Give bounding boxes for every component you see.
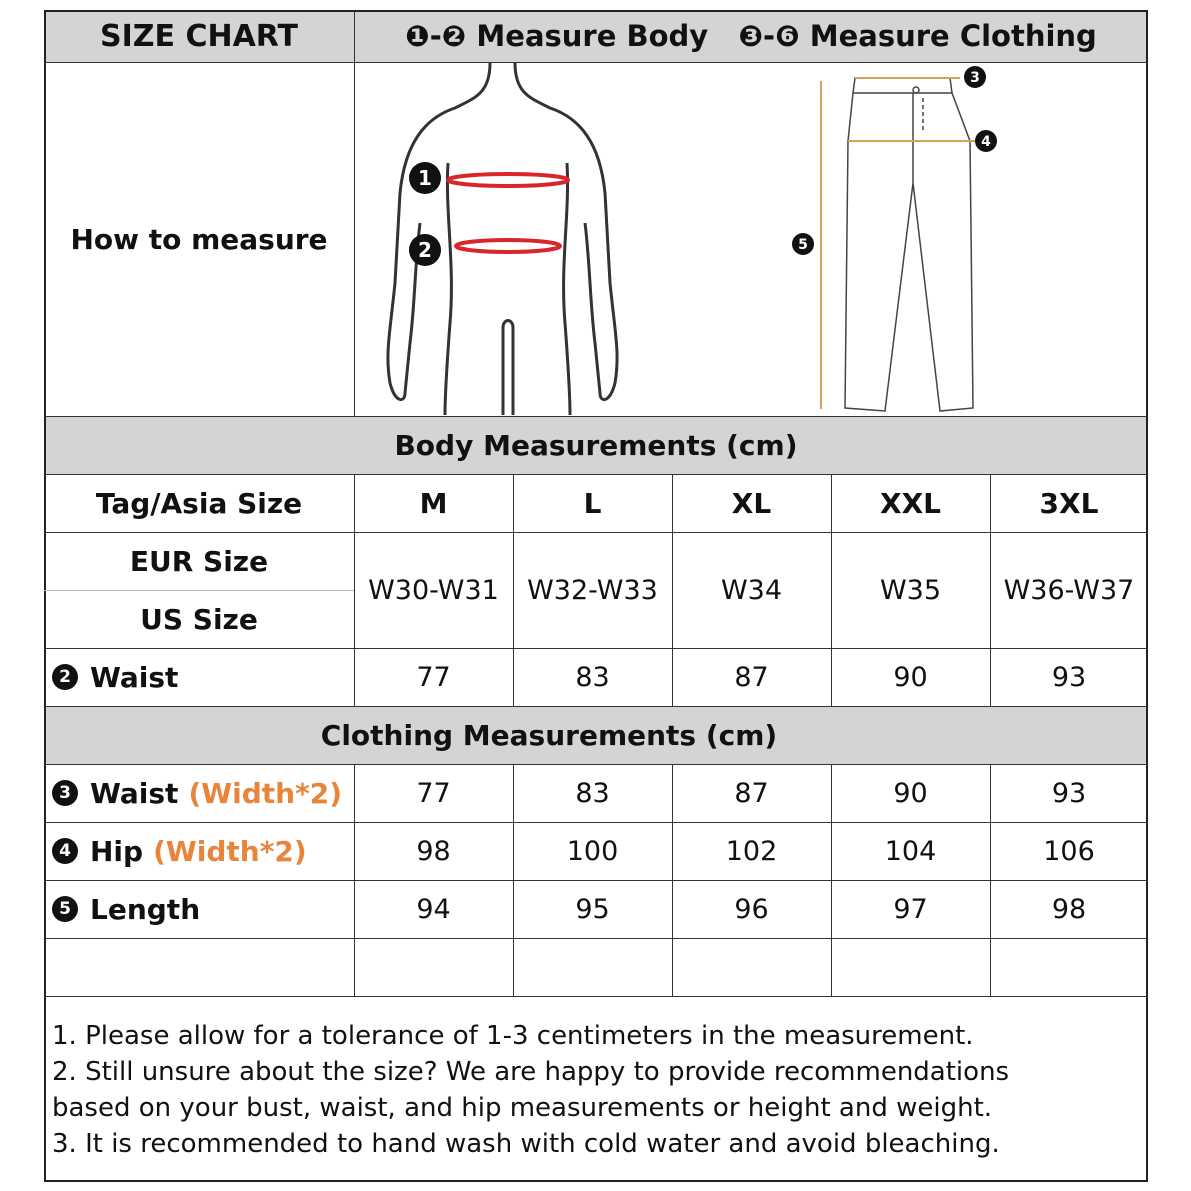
marker-2-icon: 2 <box>409 234 441 266</box>
note-line: 1. Please allow for a tolerance of 1-3 c… <box>52 1021 974 1051</box>
body-range: ❶-❷ <box>405 19 467 53</box>
row-label: Waist <box>90 776 179 810</box>
svg-text:5: 5 <box>798 237 808 253</box>
note-line: based on your bust, waist, and hip measu… <box>52 1093 993 1123</box>
clothing-range: ❸-❻ <box>738 19 800 53</box>
clothing-value-cell: 106 <box>1043 835 1095 867</box>
marker-4-icon: 4 <box>52 838 78 864</box>
waist-label: Waist <box>90 660 179 694</box>
clothing-value-cell: 104 <box>884 835 937 867</box>
body-measure-lines <box>446 172 570 254</box>
clothing-value-cell: 96 <box>734 893 769 925</box>
size-header: M <box>419 486 448 520</box>
header-bg <box>44 10 1148 62</box>
row-label: Length <box>90 892 201 926</box>
notes: 1. Please allow for a tolerance of 1-3 c… <box>52 1018 1142 1162</box>
marker-3-icon: 3 <box>52 780 78 806</box>
clothing-value-cell: 95 <box>575 893 610 925</box>
marker-2-icon: 2 <box>52 664 78 690</box>
eur-us-cell: W34 <box>720 574 783 606</box>
clothing-row-label: 3 Waist (Width*2) <box>44 764 364 822</box>
size-chart-frame <box>44 10 1148 1182</box>
row-label: Hip <box>90 834 144 868</box>
clothing-section-bg <box>44 706 1148 764</box>
clothing-value-cell: 94 <box>416 893 451 925</box>
clothing-measurements-title: Clothing Measurements (cm) <box>320 718 778 752</box>
eur-us-cell: W32-W33 <box>527 574 658 606</box>
row-note: (Width*2) <box>153 834 307 868</box>
note-line: 3. It is recommended to hand wash with c… <box>52 1129 1000 1159</box>
body-label: Measure Body <box>476 19 709 53</box>
svg-text:2: 2 <box>418 238 432 262</box>
body-waist-cell: 83 <box>575 661 610 693</box>
body-waist-cell: 90 <box>893 661 928 693</box>
measure-illustration: " 1 2 3 4 5 <box>386 63 997 415</box>
clothing-label: Measure Clothing <box>809 19 1097 53</box>
marker-1-icon: 1 <box>409 162 441 194</box>
pants-measure-lines <box>820 77 975 409</box>
tag-size-label: Tag/Asia Size <box>95 486 303 520</box>
body-waist-cell: 77 <box>416 661 451 693</box>
clothing-value-cell: 100 <box>566 835 619 867</box>
body-waist-cell: 87 <box>734 661 769 693</box>
pants-figure <box>844 77 974 412</box>
body-waist-cell: 93 <box>1051 661 1087 693</box>
eur-us-cell: W30-W31 <box>368 574 499 606</box>
marker-5-icon: 5 <box>792 233 814 255</box>
size-header: 3XL <box>1039 486 1099 520</box>
body-figure: " <box>386 63 619 415</box>
svg-text:4: 4 <box>981 134 991 150</box>
clothing-value-cell: 77 <box>416 777 451 809</box>
marker-3-icon: 3 <box>964 66 986 88</box>
size-header: L <box>583 486 602 520</box>
row-note: (Width*2) <box>188 776 342 810</box>
clothing-value-cell: 87 <box>734 777 769 809</box>
note-line: 2. Still unsure about the size? We are h… <box>52 1057 1010 1087</box>
clothing-row-label: 4 Hip (Width*2) <box>44 822 364 880</box>
clothing-value-cell: 90 <box>893 777 928 809</box>
eur-us-cell: W36-W37 <box>1003 574 1135 606</box>
clothing-value-cell: 83 <box>575 777 610 809</box>
body-waist-label: 2 Waist <box>44 648 354 706</box>
measure-legend: ❶-❷ Measure Body ❸-❻ Measure Clothing <box>354 10 1148 62</box>
svg-text:3: 3 <box>970 70 980 86</box>
clothing-value-cell: 97 <box>893 893 928 925</box>
clothing-value-cell: 102 <box>725 835 778 867</box>
clothing-row-label: 5 Length <box>44 880 364 938</box>
clothing-value-cell: 98 <box>416 835 451 867</box>
size-chart-title: SIZE CHART <box>99 18 299 54</box>
size-header: XXL <box>879 486 942 520</box>
us-size-label: US Size <box>140 602 258 636</box>
svg-text:1: 1 <box>418 166 432 190</box>
eur-us-cell: W35 <box>879 574 942 606</box>
clothing-value-cell: 98 <box>1051 893 1087 925</box>
size-header: XL <box>731 486 772 520</box>
body-section-bg <box>44 416 1148 474</box>
body-measurements-title: Body Measurements (cm) <box>394 428 798 462</box>
how-to-measure-label: How to measure <box>70 222 328 256</box>
marker-5-icon: 5 <box>52 896 78 922</box>
marker-4-icon: 4 <box>975 130 997 152</box>
clothing-value-cell: 93 <box>1051 777 1087 809</box>
eur-size-label: EUR Size <box>129 544 269 578</box>
